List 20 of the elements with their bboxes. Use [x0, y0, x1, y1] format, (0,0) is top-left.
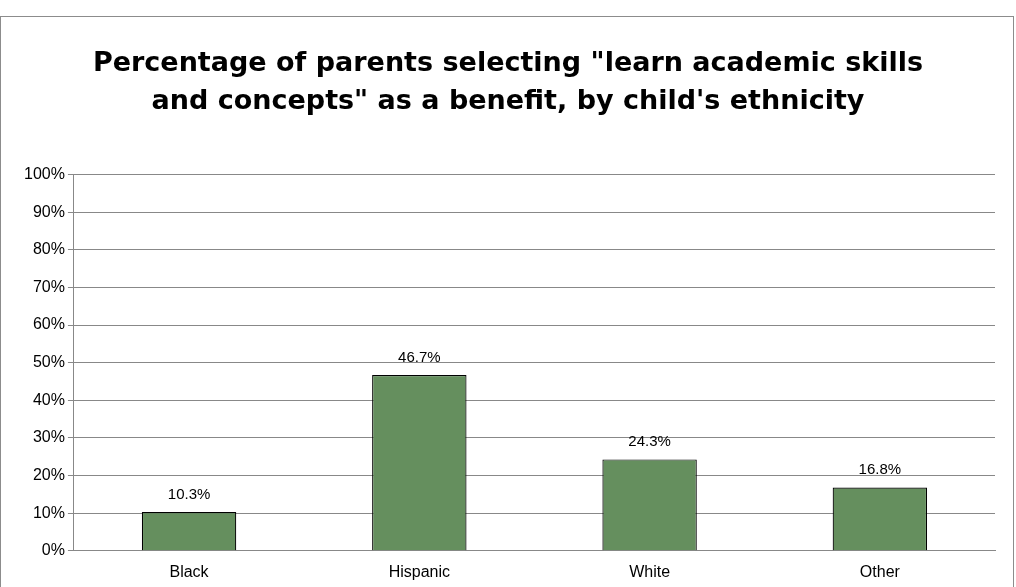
- y-tick-label: 80%: [32, 240, 65, 258]
- y-tick-label: 60%: [32, 315, 65, 333]
- y-tick-label: 90%: [32, 202, 65, 220]
- y-tick-label: 100%: [24, 165, 65, 183]
- data-label: 46.7%: [398, 347, 441, 365]
- data-label: 16.8%: [858, 460, 902, 478]
- y-tick-label: 70%: [32, 277, 65, 295]
- data-label: 24.3%: [628, 432, 671, 450]
- y-tick-label: 20%: [32, 465, 65, 483]
- x-tick-label: Other: [859, 562, 901, 580]
- y-tick-label: 30%: [32, 428, 65, 446]
- data-label: 10.3%: [167, 484, 211, 502]
- y-tick-label: 0%: [41, 541, 65, 559]
- y-tick-label: 10%: [32, 503, 65, 521]
- y-tick-label: 50%: [32, 353, 65, 371]
- x-tick-label: White: [629, 562, 671, 580]
- x-tick-label: Hispanic: [388, 562, 451, 580]
- chart-title: Percentage of parents selecting "learn academic skills and concepts" as a benefit, by child's ethnicity: [91, 45, 925, 117]
- y-tick-label: 40%: [32, 390, 65, 408]
- x-tick-label: Black: [169, 562, 210, 580]
